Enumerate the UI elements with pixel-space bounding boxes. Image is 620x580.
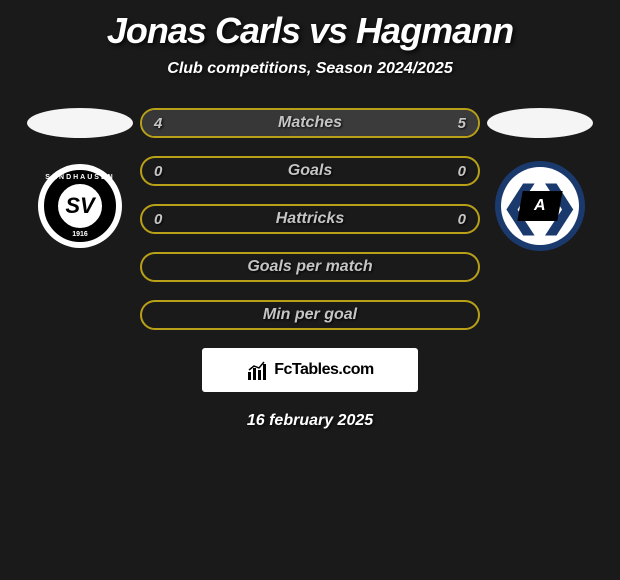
- stat-bar-hattricks: 0 Hattricks 0: [140, 204, 480, 234]
- stat-left-value: 0: [154, 163, 162, 180]
- team-right-crest: ❮ ❮ A: [495, 161, 585, 251]
- crest-right-flag: A: [517, 191, 562, 221]
- stat-label: Matches: [278, 114, 342, 132]
- brand-text: FcTables.com: [274, 361, 374, 379]
- stat-bar-goals: 0 Goals 0: [140, 156, 480, 186]
- stat-row-gpm: Goals per match: [0, 252, 620, 282]
- stat-label: Min per goal: [263, 306, 357, 324]
- brand-chart-icon: [246, 360, 270, 380]
- comparison-subtitle: Club competitions, Season 2024/2025: [0, 60, 620, 78]
- stat-label: Goals: [288, 162, 332, 180]
- stat-right-value: 5: [458, 115, 466, 132]
- stat-label: Hattricks: [276, 210, 344, 228]
- player-right-ellipse: [487, 108, 593, 138]
- stat-right-value: 0: [458, 163, 466, 180]
- stat-label: Goals per match: [247, 258, 372, 276]
- stat-left-value: 4: [154, 115, 162, 132]
- crest-left-initials: SV: [65, 193, 94, 219]
- stat-row-matches: 4 Matches 5: [0, 108, 620, 138]
- crest-left-top-text: SANDHAUSEN: [45, 174, 114, 181]
- date-label: 16 february 2025: [0, 412, 620, 430]
- stat-right-value: 0: [458, 211, 466, 228]
- comparison-title: Jonas Carls vs Hagmann: [0, 10, 620, 52]
- stat-bar-matches: 4 Matches 5: [140, 108, 480, 138]
- crest-left-bottom-text: 1916: [72, 231, 88, 238]
- team-left-crest: SANDHAUSEN SV 1916: [35, 161, 125, 251]
- stat-bar-gpm: Goals per match: [140, 252, 480, 282]
- stat-left-value: 0: [154, 211, 162, 228]
- stat-row-mpg: Min per goal: [0, 300, 620, 330]
- player-left-ellipse: [27, 108, 133, 138]
- bar-fill-left: [142, 110, 290, 136]
- stat-bar-mpg: Min per goal: [140, 300, 480, 330]
- brand-box[interactable]: FcTables.com: [202, 348, 418, 392]
- stat-row-goals: SANDHAUSEN SV 1916 0 Goals 0 ❮ ❮ A: [0, 156, 620, 186]
- crest-right-letter: A: [534, 197, 546, 215]
